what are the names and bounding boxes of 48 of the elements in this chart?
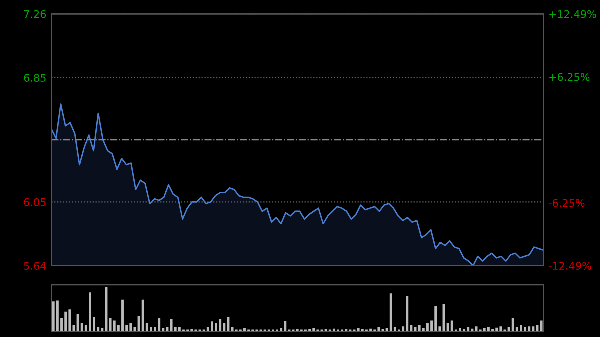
bar xyxy=(500,326,502,332)
bar xyxy=(223,323,226,332)
bar xyxy=(150,327,152,332)
bar xyxy=(178,327,181,332)
bar xyxy=(512,318,514,332)
bar xyxy=(434,306,438,332)
y-tick-label: 7.26 xyxy=(24,10,46,18)
bar xyxy=(450,320,454,332)
bar xyxy=(142,300,144,332)
bar xyxy=(418,325,421,332)
bar xyxy=(524,327,527,332)
y2-tick-label: -6.25% xyxy=(548,199,585,208)
bar xyxy=(520,325,522,332)
bar xyxy=(215,323,218,332)
bar xyxy=(89,292,92,332)
y-tick-label: 6.85 xyxy=(24,74,46,82)
bar xyxy=(378,327,380,332)
bar xyxy=(426,323,429,332)
bar xyxy=(210,322,214,332)
bar xyxy=(64,312,68,332)
bar xyxy=(487,327,490,332)
y-tick-label: 6.05 xyxy=(24,198,46,206)
bar xyxy=(122,300,124,332)
y-tick-label: 5.64 xyxy=(24,262,46,270)
bar xyxy=(390,294,392,332)
bar xyxy=(158,318,161,332)
y2-tick-label: -12.49% xyxy=(548,262,592,270)
bar xyxy=(406,296,409,332)
bar xyxy=(496,328,498,332)
bar xyxy=(219,319,222,332)
bar xyxy=(532,326,535,332)
bar xyxy=(130,323,132,332)
bar xyxy=(284,321,287,332)
bar xyxy=(109,318,112,332)
y2-tick-label: +12.49% xyxy=(550,10,596,18)
bar xyxy=(231,327,234,332)
bar xyxy=(80,323,84,332)
bar xyxy=(52,302,55,332)
bar xyxy=(113,320,116,332)
bar xyxy=(467,327,470,332)
bar xyxy=(68,310,72,332)
bar xyxy=(540,320,543,332)
y2-tick-label: +6.25% xyxy=(550,73,590,82)
bar xyxy=(446,323,450,332)
bar xyxy=(528,326,531,332)
bar xyxy=(134,327,136,332)
bar xyxy=(56,300,59,332)
bar xyxy=(170,319,173,332)
